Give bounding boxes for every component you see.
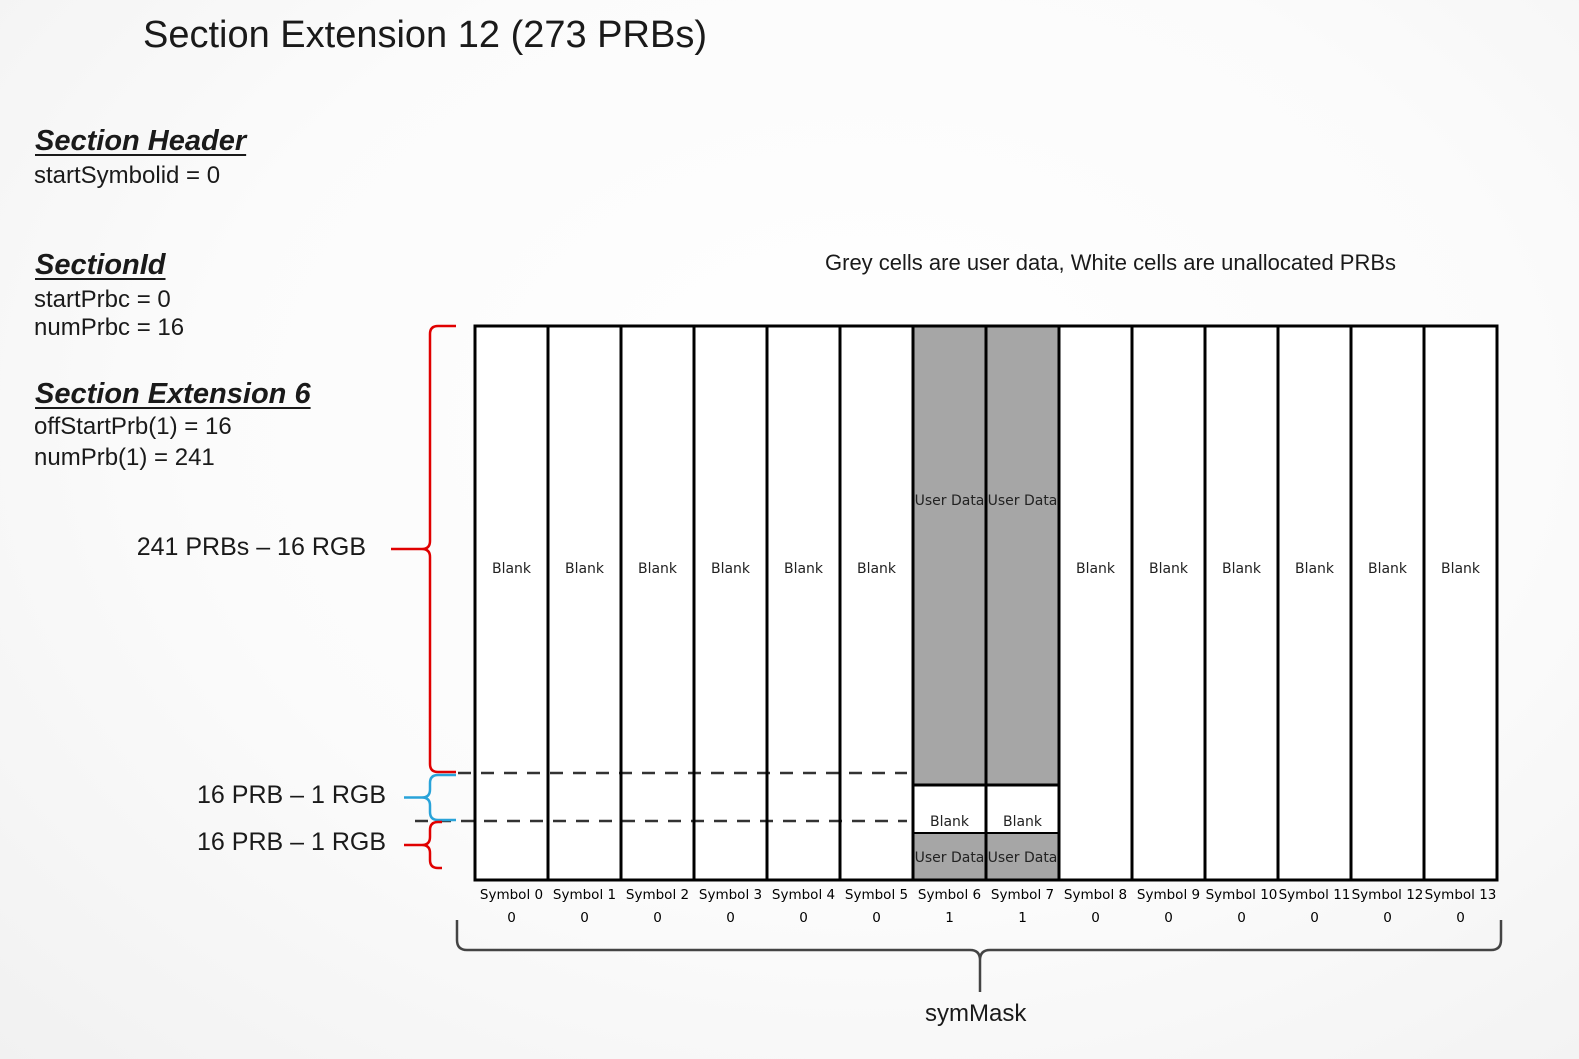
section-header-param: startSymbolid = 0 — [34, 162, 221, 189]
symbol-12-mask-value: 0 — [1383, 910, 1392, 926]
range-label-16-prb-first: 16 PRB – 1 RGB — [197, 781, 386, 809]
symbol-2-blank-label: Blank — [638, 561, 678, 577]
symbol-1-mask-value: 0 — [580, 910, 589, 926]
symbol-12-blank-label: Blank — [1368, 561, 1408, 577]
symbol-4-mask-value: 0 — [799, 910, 808, 926]
symbol-5-blank-label: Blank — [857, 561, 897, 577]
section-ext6-param-offstartprb: offStartPrb(1) = 16 — [34, 413, 232, 440]
symbol-5-mask-value: 0 — [872, 910, 881, 926]
section-ext6-heading: Section Extension 6 — [35, 378, 311, 410]
legend-note: Grey cells are user data, White cells ar… — [825, 250, 1397, 275]
symbol-11-name: Symbol 11 — [1279, 887, 1351, 903]
symbol-1-blank-label: Blank — [565, 561, 605, 577]
symbol-2-mask-value: 0 — [653, 910, 662, 926]
symmask-brace — [455, 920, 1503, 992]
symbol-6-mask-value: 1 — [945, 910, 954, 926]
symbol-4-name: Symbol 4 — [772, 887, 835, 903]
range-label-16-prb-second: 16 PRB – 1 RGB — [197, 828, 386, 856]
symbol-11-blank-label: Blank — [1295, 561, 1335, 577]
section-header-heading: Section Header — [35, 125, 247, 157]
symbol-10-name: Symbol 10 — [1206, 887, 1278, 903]
symbol-8-blank-label: Blank — [1076, 561, 1116, 577]
symbol-6-user-data-cell-bottom — [913, 833, 986, 880]
section-id-param-startprbc: startPrbc = 0 — [34, 286, 171, 313]
symbol-9-name: Symbol 9 — [1137, 887, 1200, 903]
symbol-3-blank-label: Blank — [711, 561, 751, 577]
symbol-6-user-data-label-bottom: User Data — [915, 850, 985, 866]
symbol-9-blank-label: Blank — [1149, 561, 1189, 577]
symbol-6-user-data-label: User Data — [915, 493, 985, 509]
symbol-13-name: Symbol 13 — [1425, 887, 1497, 903]
symbol-2-name: Symbol 2 — [626, 887, 689, 903]
symbol-10-mask-value: 0 — [1237, 910, 1246, 926]
symbol-1-name: Symbol 1 — [553, 887, 616, 903]
brace-16-prb-first — [404, 773, 456, 822]
symbol-13-mask-value: 0 — [1456, 910, 1465, 926]
brace-241-prbs — [391, 324, 456, 774]
symbol-6-user-data-cell — [913, 326, 986, 785]
section-ext6-param-numprb: numPrb(1) = 241 — [34, 444, 215, 471]
symbol-0-mask-value: 0 — [507, 910, 516, 926]
symbol-4-blank-label: Blank — [784, 561, 824, 577]
page-title: Section Extension 12 (273 PRBs) — [143, 14, 707, 56]
symmask-label: symMask — [925, 1000, 1027, 1027]
section-id-param-numprbc: numPrbc = 16 — [34, 314, 185, 341]
symbol-10-blank-label: Blank — [1222, 561, 1262, 577]
symbol-7-name: Symbol 7 — [991, 887, 1054, 903]
symbol-0-blank-label: Blank — [492, 561, 532, 577]
symbol-7-user-data-cell-bottom — [986, 833, 1059, 880]
symbol-8-mask-value: 0 — [1091, 910, 1100, 926]
symbol-3-mask-value: 0 — [726, 910, 735, 926]
symbol-0-name: Symbol 0 — [480, 887, 543, 903]
symbol-3-name: Symbol 3 — [699, 887, 762, 903]
symbol-7-user-data-cell — [986, 326, 1059, 785]
brace-16-prb-second — [404, 820, 442, 870]
symbol-11-mask-value: 0 — [1310, 910, 1319, 926]
symbol-13-blank-label: Blank — [1441, 561, 1481, 577]
symbol-12-name: Symbol 12 — [1352, 887, 1424, 903]
symbol-8-name: Symbol 8 — [1064, 887, 1127, 903]
symbol-7-user-data-label-bottom: User Data — [988, 850, 1058, 866]
range-label-241-prbs: 241 PRBs – 16 RGB — [136, 533, 366, 561]
symbol-7-user-data-label: User Data — [988, 493, 1058, 509]
symbol-9-mask-value: 0 — [1164, 910, 1173, 926]
symbol-7-mask-value: 1 — [1018, 910, 1027, 926]
symbol-5-name: Symbol 5 — [845, 887, 908, 903]
symbol-6-blank-label-mid: Blank — [930, 814, 970, 830]
symbol-6-name: Symbol 6 — [918, 887, 981, 903]
section-id-heading: SectionId — [35, 249, 166, 281]
symbol-7-blank-label-mid: Blank — [1003, 814, 1043, 830]
